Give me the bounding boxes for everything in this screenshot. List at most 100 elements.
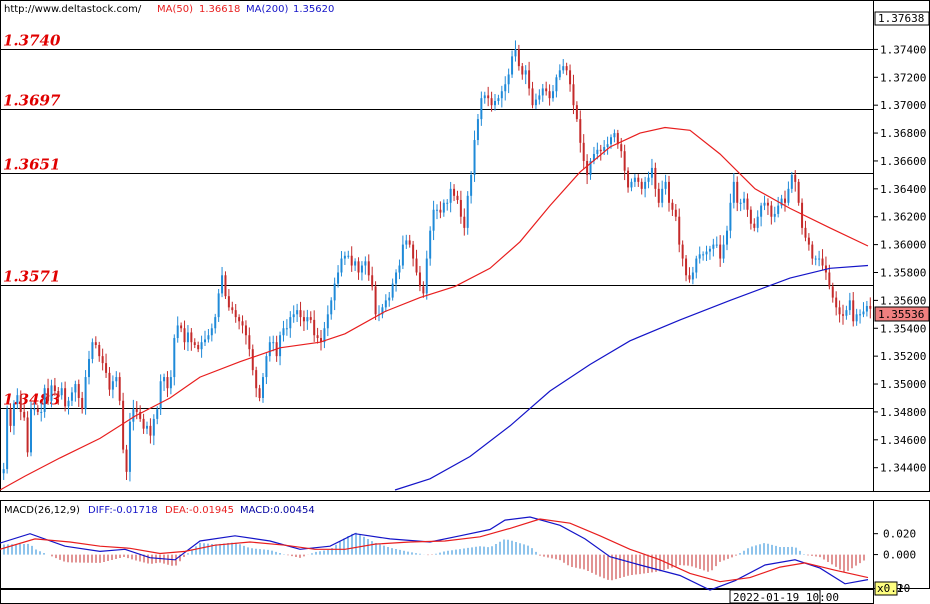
candle-body (599, 149, 602, 152)
candle-body (545, 88, 548, 92)
candle-body (514, 49, 517, 57)
candle-body (94, 342, 97, 345)
candle-body (766, 202, 769, 206)
candle-body (408, 240, 411, 245)
candle-body (596, 149, 599, 154)
candle-body (835, 297, 838, 308)
candle-body (395, 272, 398, 284)
candle-body (16, 395, 19, 404)
level-label-2: 1.3651 (3, 156, 60, 174)
candle-body (616, 133, 619, 145)
candle-body (446, 202, 449, 204)
candle-body (572, 84, 575, 106)
level-label-1: 1.3697 (3, 92, 61, 110)
candle-body (118, 377, 121, 401)
site-url[interactable]: http://www.deltastock.com/ (4, 4, 142, 15)
candle-body (521, 66, 524, 75)
candle-body (807, 237, 810, 245)
candle-body (67, 400, 70, 407)
candle-body (640, 181, 643, 189)
macd-label: MACD(26,12,9) (4, 505, 80, 516)
candle-body (613, 133, 616, 138)
candle-body (405, 240, 408, 245)
candle-body (381, 307, 384, 315)
candle-body (40, 411, 43, 413)
candle-body (43, 388, 46, 412)
candle-body (589, 160, 592, 175)
candle-body (480, 98, 483, 120)
candle-body (251, 349, 254, 371)
candle-body (122, 400, 125, 450)
candle-body (176, 325, 179, 339)
candle-body (463, 216, 466, 228)
candle-body (128, 421, 131, 472)
top-price: 1.37638 (878, 12, 924, 25)
candle-body (548, 91, 551, 99)
candle-body (524, 70, 527, 75)
candle-body (313, 319, 316, 336)
candle-body (494, 100, 496, 106)
candle-body (442, 202, 445, 213)
candle-body (739, 202, 742, 204)
candle-body (575, 105, 578, 120)
macd-diff: DIFF:-0.01718 (88, 505, 158, 516)
candle-body (531, 88, 534, 106)
candle-body (330, 300, 333, 315)
zoom-box[interactable] (874, 581, 898, 596)
candle-body (142, 418, 145, 429)
macd-bottom-tick: 20 (897, 582, 910, 595)
top-price-box (874, 11, 930, 26)
y-tick-label-1: 1.37200 (880, 71, 926, 84)
candle-body (674, 209, 677, 217)
y-tick-label-15: 1.34400 (880, 462, 926, 475)
candle-body (606, 144, 609, 148)
candle-body (517, 49, 520, 67)
candle-body (350, 255, 353, 266)
candle-body (364, 261, 367, 266)
y-tick-label-0: 1.37400 (880, 43, 926, 56)
candle-body (732, 181, 735, 203)
candle-body (340, 258, 343, 273)
candle-body (357, 261, 360, 273)
candle-body (6, 409, 9, 470)
candle-body (497, 98, 500, 101)
candle-body (183, 328, 186, 343)
candle-body (111, 381, 114, 390)
timestamp-box (729, 589, 821, 604)
candle-body (848, 300, 851, 311)
candle-body (268, 342, 271, 357)
candle-body (64, 388, 67, 407)
candle-body (36, 409, 39, 412)
candle-body (190, 332, 193, 343)
candle-body (57, 391, 60, 396)
y-tick-label-2: 1.37000 (880, 99, 926, 112)
candle-body (309, 317, 312, 320)
y-tick-label-3: 1.36800 (880, 127, 926, 140)
y-tick-label-8: 1.35800 (880, 266, 926, 279)
candle-body (227, 296, 230, 308)
macd-diff-line (0, 516, 869, 591)
candle-body (504, 84, 507, 92)
candle-body (794, 174, 797, 182)
candle-body (108, 372, 111, 390)
candle-body (770, 205, 773, 217)
moving-averages (0, 126, 869, 491)
candle-body (760, 205, 763, 217)
candle-body (91, 342, 94, 359)
y-tick-label-5: 1.36400 (880, 183, 926, 196)
ma200-line (394, 264, 869, 491)
candle-body (797, 181, 800, 203)
candle-body (695, 258, 698, 273)
candle-body (773, 213, 776, 217)
candle-body (98, 344, 101, 357)
candle-body (132, 409, 135, 422)
candle-body (19, 395, 22, 412)
candle-body (432, 209, 435, 231)
candle-body (657, 188, 660, 203)
candle-body (299, 310, 302, 318)
candle-body (371, 275, 374, 287)
y-tick-label-11: 1.35200 (880, 350, 926, 363)
candle-body (582, 142, 585, 161)
level-label-3: 1.3571 (3, 268, 60, 286)
